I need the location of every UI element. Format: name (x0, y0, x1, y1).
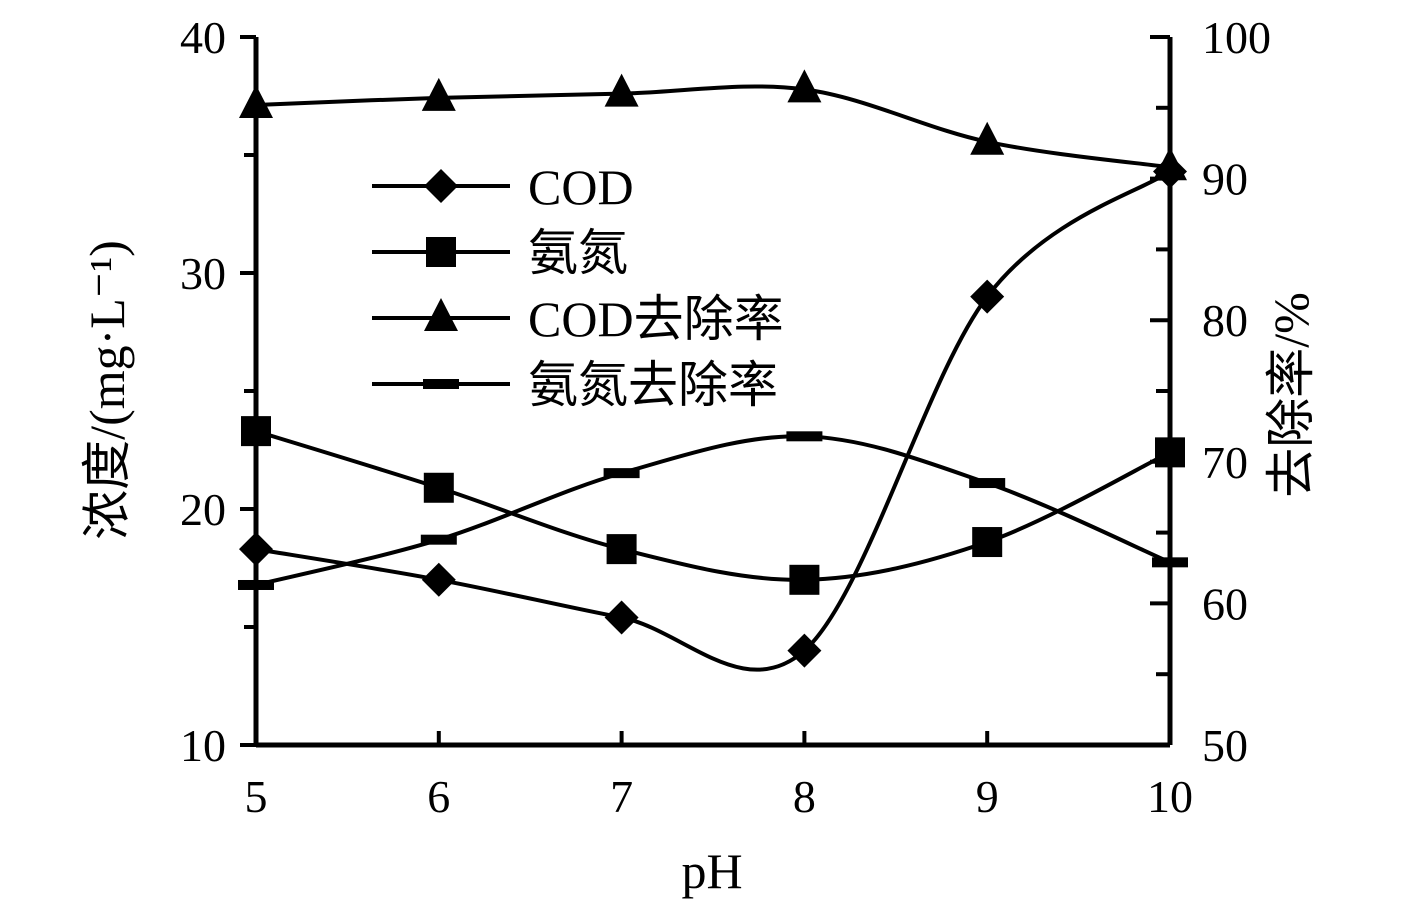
x-tick-label: 5 (245, 771, 268, 822)
series-line (255, 434, 1171, 587)
legend-marker (424, 298, 458, 331)
y-axis-right-title: 去除率/% (1263, 292, 1319, 498)
data-point (241, 416, 271, 447)
data-point (787, 633, 822, 668)
data-point (970, 279, 1005, 314)
legend-item: 氨氮 (372, 225, 628, 281)
y-left-tick-label: 20 (180, 484, 226, 535)
x-tick-label: 10 (1147, 771, 1193, 822)
data-point (420, 534, 457, 545)
data-point (969, 478, 1006, 489)
data-point (423, 472, 454, 503)
data-point (606, 534, 637, 565)
data-point (972, 527, 1003, 558)
data-point (604, 600, 639, 635)
y-right-tick-label: 100 (1202, 12, 1271, 63)
series-line (255, 429, 1171, 582)
data-point (1152, 557, 1188, 568)
data-point (421, 77, 456, 111)
x-tick-label: 8 (793, 771, 816, 822)
data-point (970, 121, 1005, 155)
series-2 (241, 416, 1185, 595)
y-left-tick-label: 10 (180, 720, 226, 771)
data-point (239, 84, 273, 118)
series-layer (238, 69, 1188, 672)
y-right-tick-label: 50 (1202, 720, 1248, 771)
x-tick-label: 7 (610, 771, 633, 822)
data-point (238, 579, 274, 590)
legend-label: 氨氮 (528, 225, 628, 281)
series-line (255, 84, 1171, 170)
y-right-tick-label: 60 (1202, 578, 1248, 629)
axes: 5 6 7 8 9 10 10 20 30 40 50 60 70 80 90 100 (180, 12, 1271, 822)
data-point (787, 69, 822, 103)
legend-label: COD去除率 (528, 291, 784, 347)
y-right-tick-label: 90 (1202, 154, 1248, 205)
y-right-tick-label: 70 (1202, 437, 1248, 488)
data-point (786, 431, 823, 442)
legend-marker (423, 379, 459, 389)
legend-item: COD (372, 159, 634, 215)
y-right-tick-label: 80 (1202, 295, 1248, 346)
data-point (789, 564, 820, 595)
data-point (1153, 147, 1187, 181)
x-axis-title: pH (681, 843, 742, 899)
data-point (239, 532, 273, 567)
y-axis-left-title: 浓度/(mg·L⁻¹) (79, 240, 135, 540)
legend-marker (424, 169, 458, 203)
series-3 (239, 69, 1187, 181)
legend-label: COD (528, 159, 634, 215)
legend-item: COD去除率 (372, 291, 784, 347)
legend-label: 氨氮去除率 (528, 357, 778, 413)
x-tick-label: 9 (976, 771, 999, 822)
x-tick-label: 6 (427, 771, 450, 822)
y-left-tick-label: 40 (180, 12, 226, 63)
data-point (603, 468, 640, 479)
data-point (604, 73, 639, 107)
series-line (255, 169, 1172, 672)
legend-item: 氨氮去除率 (372, 357, 778, 413)
data-point (421, 562, 456, 597)
y-left-tick-label: 30 (180, 248, 226, 299)
data-point (1155, 437, 1185, 468)
series-4 (238, 431, 1188, 590)
legend-marker (426, 237, 456, 267)
